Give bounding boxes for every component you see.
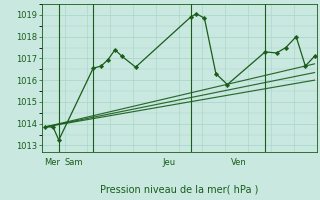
Text: Jeu: Jeu <box>162 158 175 167</box>
Text: Sam: Sam <box>65 158 83 167</box>
Text: Ven: Ven <box>231 158 246 167</box>
Text: Pression niveau de la mer( hPa ): Pression niveau de la mer( hPa ) <box>100 184 258 194</box>
Text: Mer: Mer <box>44 158 60 167</box>
